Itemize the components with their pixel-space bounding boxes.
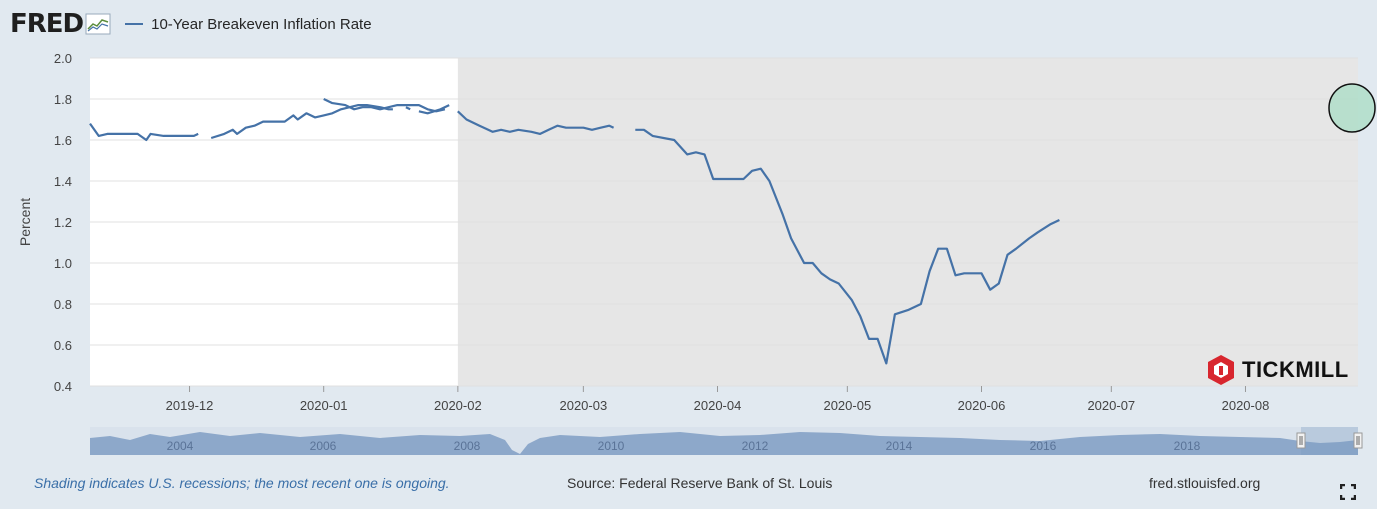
y-tick-labels: 0.4 0.6 0.8 1.0 1.2 1.4 1.6 1.8 2.0 (54, 51, 72, 394)
highlight-circle (1328, 83, 1376, 133)
y-gridlines (90, 57, 1358, 387)
tickmill-logo-icon (1208, 355, 1234, 385)
navigator-year-label: 2010 (598, 439, 625, 453)
x-tick-labels: 2019-12 2020-01 2020-02 2020-03 2020-04 2020-… (166, 386, 1270, 413)
series-segment (210, 103, 393, 140)
series-segment (457, 110, 615, 135)
y-tick-label: 1.8 (54, 92, 72, 107)
fred-sparkline-icon (85, 13, 111, 35)
navigator-area (90, 432, 1358, 455)
y-tick-label: 1.0 (54, 256, 72, 271)
x-tick-label: 2020-02 (434, 398, 482, 413)
y-tick-label: 0.6 (54, 338, 72, 353)
fred-logo[interactable]: FRED (10, 9, 111, 39)
navigator-selection[interactable] (1301, 427, 1358, 455)
navigator-year-label: 2018 (1174, 439, 1201, 453)
legend: 10-Year Breakeven Inflation Rate (125, 15, 372, 33)
x-tick-label: 2020-06 (958, 398, 1006, 413)
tickmill-logo: TICKMILL (1206, 354, 1349, 386)
navigator-handle-icon[interactable] (1353, 432, 1363, 449)
series-segment (89, 122, 199, 142)
fullscreen-icon[interactable] (1340, 484, 1356, 500)
x-tick-label: 2020-03 (559, 398, 607, 413)
y-tick-label: 0.4 (54, 379, 72, 394)
y-tick-label: 0.8 (54, 297, 72, 312)
legend-label: 10-Year Breakeven Inflation Rate (151, 15, 372, 33)
navigator-year-label: 2012 (742, 439, 769, 453)
series-segment (323, 98, 446, 113)
navigator-year-label: 2016 (1030, 439, 1057, 453)
tickmill-logo-text: TICKMILL (1242, 357, 1349, 382)
x-tick-label: 2020-08 (1222, 398, 1270, 413)
x-tick-label: 2020-01 (300, 398, 348, 413)
source-text: Source: Federal Reserve Bank of St. Loui… (567, 475, 833, 491)
series-line (89, 98, 1060, 365)
legend-swatch (125, 23, 144, 25)
fred-logo-text: FRED (10, 9, 84, 39)
series-segment (405, 106, 411, 111)
navigator-year-labels: 2004 2006 2008 2010 2012 2014 2016 2018 (167, 439, 1201, 453)
recession-note: Shading indicates U.S. recessions; the m… (34, 475, 450, 491)
y-tick-label: 1.4 (54, 174, 72, 189)
navigator-year-label: 2006 (310, 439, 337, 453)
series-segment (635, 128, 1060, 365)
x-tick-label: 2019-12 (166, 398, 214, 413)
navigator-year-label: 2004 (167, 439, 194, 453)
x-tick-label: 2020-05 (823, 398, 871, 413)
y-tick-label: 2.0 (54, 51, 72, 66)
y-axis-label: Percent (17, 198, 33, 246)
x-tick-label: 2020-04 (694, 398, 742, 413)
y-tick-label: 1.2 (54, 215, 72, 230)
navigator-year-label: 2014 (886, 439, 913, 453)
fred-url-link[interactable]: fred.stlouisfed.org (1149, 475, 1261, 491)
navigator-year-label: 2008 (454, 439, 481, 453)
y-tick-label: 1.6 (54, 133, 72, 148)
chart-header: FRED 10-Year Breakeven Inflation Rate (10, 6, 372, 42)
x-tick-label: 2020-07 (1087, 398, 1135, 413)
navigator-handle-icon[interactable] (1296, 432, 1306, 449)
